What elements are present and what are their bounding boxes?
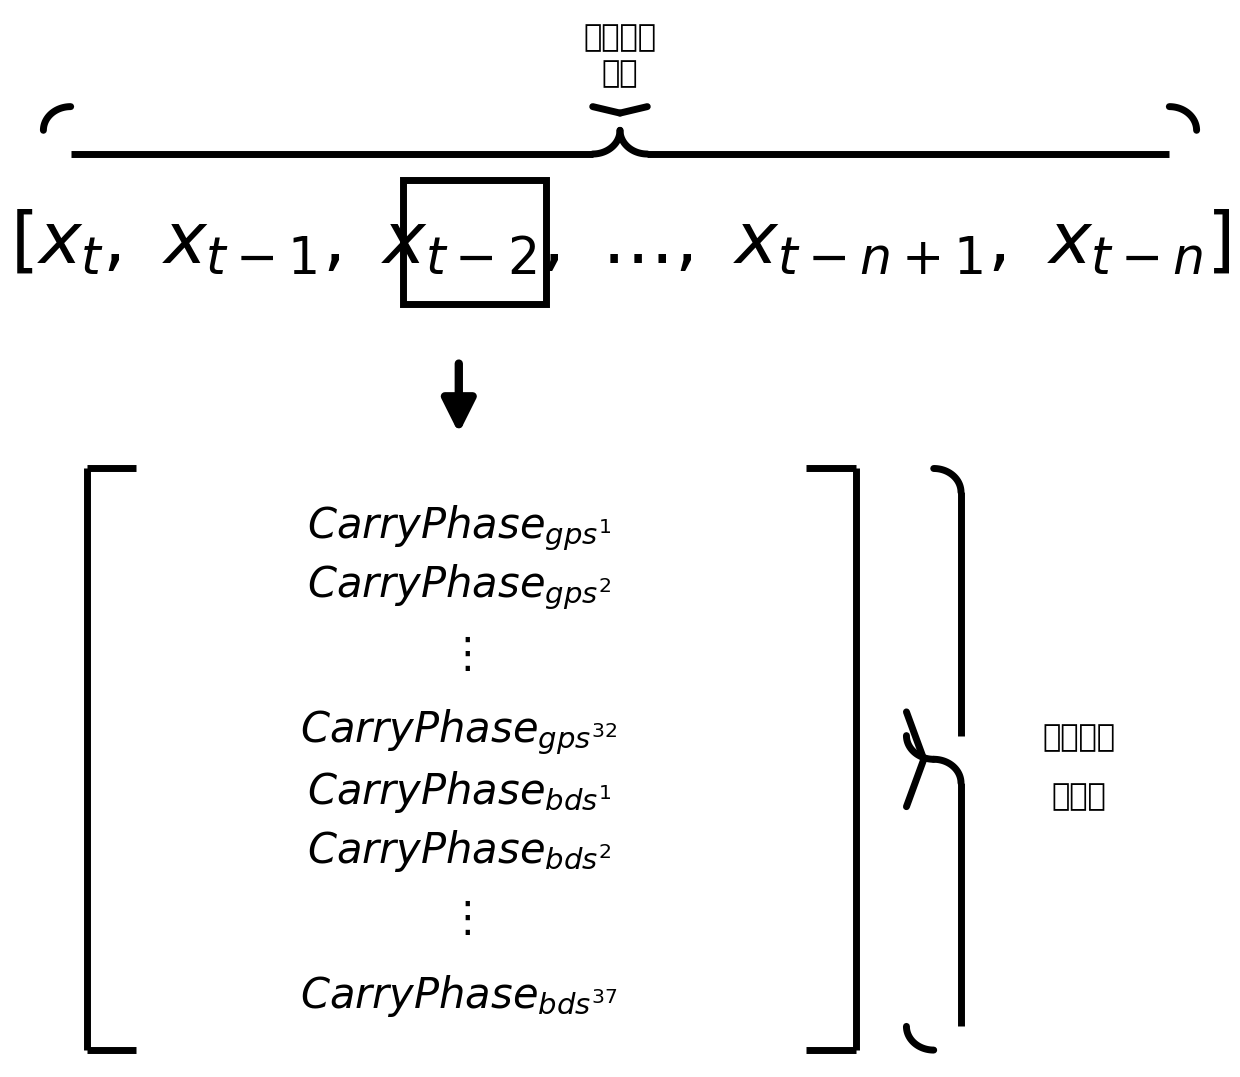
Text: $\mathit{CarryPhase}_{bds^{37}}$: $\mathit{CarryPhase}_{bds^{37}}$ [300,974,618,1019]
Text: 输入词向: 输入词向 [1043,724,1115,752]
Text: 时间窗口: 时间窗口 [584,24,656,52]
Text: $\mathit{CarryPhase}_{gps^{32}}$: $\mathit{CarryPhase}_{gps^{32}}$ [300,708,618,757]
Text: $\mathit{CarryPhase}_{bds^2}$: $\mathit{CarryPhase}_{bds^2}$ [306,828,611,873]
Text: 大小: 大小 [601,59,639,87]
Text: $\mathit{CarryPhase}_{bds^1}$: $\mathit{CarryPhase}_{bds^1}$ [306,769,611,814]
Text: $[x_t,\ x_{t-1},\ x_{t-2},\ \ldots,\ x_{t-n+1},\ x_{t-n}]$: $[x_t,\ x_{t-1},\ x_{t-2},\ \ldots,\ x_{… [10,208,1230,277]
Text: $\mathit{CarryPhase}_{gps^2}$: $\mathit{CarryPhase}_{gps^2}$ [306,562,611,612]
Text: 量维数: 量维数 [1052,783,1106,811]
Text: $\vdots$: $\vdots$ [446,901,471,940]
Text: $\vdots$: $\vdots$ [446,638,471,676]
Text: $\mathit{CarryPhase}_{gps^1}$: $\mathit{CarryPhase}_{gps^1}$ [306,503,611,553]
